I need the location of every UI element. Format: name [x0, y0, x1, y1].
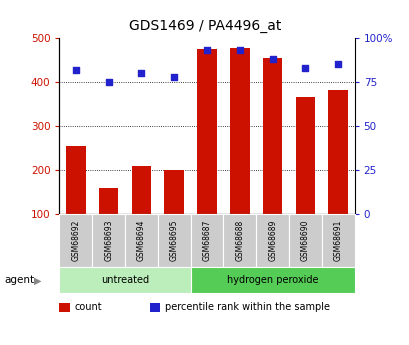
Point — [105, 79, 112, 85]
Point — [301, 65, 308, 71]
Bar — [262, 58, 282, 214]
Text: GSM68695: GSM68695 — [169, 220, 178, 262]
Bar — [131, 166, 151, 214]
Text: GSM68689: GSM68689 — [267, 220, 276, 261]
Text: GSM68688: GSM68688 — [235, 220, 244, 261]
Text: agent: agent — [4, 275, 34, 285]
Text: GSM68687: GSM68687 — [202, 220, 211, 261]
Text: hydrogen peroxide: hydrogen peroxide — [226, 275, 318, 285]
Point — [269, 56, 275, 62]
Bar — [66, 146, 85, 214]
Point — [72, 67, 79, 72]
Bar — [99, 188, 118, 214]
Text: count: count — [74, 303, 102, 312]
Text: ▶: ▶ — [34, 275, 41, 285]
Text: untreated: untreated — [101, 275, 149, 285]
Point — [236, 48, 243, 53]
Text: GDS1469 / PA4496_at: GDS1469 / PA4496_at — [128, 19, 281, 33]
Text: GSM68693: GSM68693 — [104, 220, 113, 262]
Text: GSM68692: GSM68692 — [71, 220, 80, 261]
Point — [171, 74, 177, 79]
Point — [203, 48, 210, 53]
Bar — [295, 97, 315, 214]
Text: percentile rank within the sample: percentile rank within the sample — [164, 303, 329, 312]
Bar — [229, 48, 249, 214]
Bar — [197, 49, 216, 214]
Text: GSM68690: GSM68690 — [300, 220, 309, 262]
Point — [334, 61, 341, 67]
Text: GSM68694: GSM68694 — [137, 220, 146, 262]
Point — [138, 70, 144, 76]
Bar — [328, 90, 347, 214]
Bar — [164, 170, 184, 214]
Text: GSM68691: GSM68691 — [333, 220, 342, 261]
